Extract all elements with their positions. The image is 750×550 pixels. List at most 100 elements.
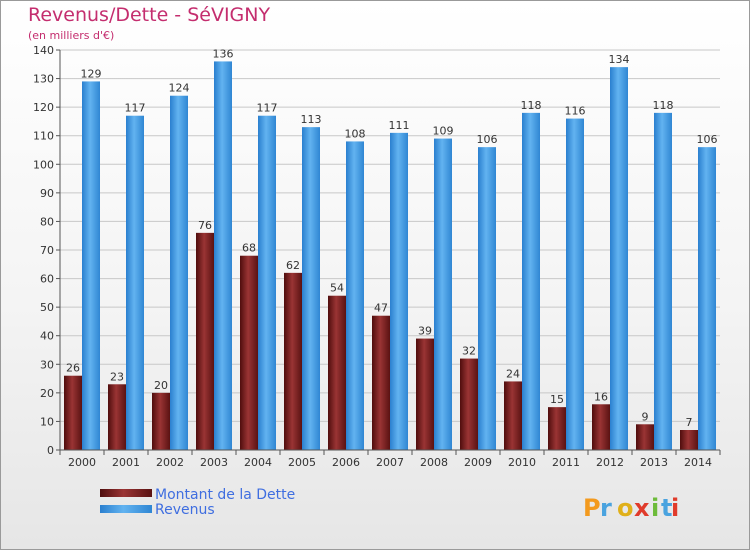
y-axis: 0 10 20 30 40 50 60 70 80 90 100 110 120 130 140 xyxy=(33,44,61,457)
x-tick-label: 2013 xyxy=(640,456,668,469)
x-tick-label: 2004 xyxy=(244,456,272,469)
data-label: 76 xyxy=(198,219,212,232)
y-tick-label: 50 xyxy=(40,301,54,314)
data-label: 106 xyxy=(697,133,718,146)
bar-revenus xyxy=(302,127,320,451)
logo-letter: o xyxy=(617,494,634,522)
data-label: 9 xyxy=(642,410,649,423)
data-label: 116 xyxy=(565,105,586,118)
bar-debt xyxy=(152,392,170,450)
x-tick-label: 2003 xyxy=(200,456,228,469)
data-label: 23 xyxy=(110,370,124,383)
bars xyxy=(64,61,716,451)
y-tick-label: 120 xyxy=(33,101,54,114)
bar-revenus xyxy=(610,67,628,451)
y-tick-label: 140 xyxy=(33,44,54,57)
bar-revenus xyxy=(390,132,408,450)
bar-revenus xyxy=(478,147,496,450)
data-label: 124 xyxy=(169,82,190,95)
data-label: 136 xyxy=(213,47,234,60)
data-label: 134 xyxy=(609,53,630,66)
x-tick-label: 2006 xyxy=(332,456,360,469)
bar-revenus xyxy=(346,141,364,450)
x-tick-label: 2014 xyxy=(684,456,712,469)
data-label: 54 xyxy=(330,282,344,295)
x-tick-label: 2012 xyxy=(596,456,624,469)
data-label: 118 xyxy=(653,99,674,112)
logo-letter: r xyxy=(600,494,612,522)
x-axis: 2000 2001 2002 2003 2004 2005 2006 2007 2008 2009… xyxy=(59,449,721,469)
y-tick-label: 130 xyxy=(33,73,54,86)
y-tick-label: 60 xyxy=(40,273,54,286)
data-label: 26 xyxy=(66,362,80,375)
data-label: 20 xyxy=(154,379,168,392)
x-tick-label: 2001 xyxy=(112,456,140,469)
bar-debt xyxy=(64,375,82,450)
bar-debt xyxy=(592,404,610,450)
bar-revenus xyxy=(258,115,276,450)
data-label: 47 xyxy=(374,302,388,315)
chart-subtitle: (en milliers d'€) xyxy=(28,29,114,42)
bar-debt xyxy=(548,407,566,450)
y-tick-label: 70 xyxy=(40,244,54,257)
x-tick-label: 2005 xyxy=(288,456,316,469)
x-tick-label: 2008 xyxy=(420,456,448,469)
y-tick-label: 110 xyxy=(33,130,54,143)
data-label: 7 xyxy=(686,416,693,429)
y-tick-label: 10 xyxy=(40,415,54,428)
data-label: 113 xyxy=(301,113,322,126)
data-label: 16 xyxy=(594,390,608,403)
data-label: 117 xyxy=(257,102,278,115)
logo-letter: i xyxy=(671,494,679,522)
bar-debt xyxy=(372,315,390,450)
data-label: 118 xyxy=(521,99,542,112)
bar-debt xyxy=(636,424,654,450)
data-label: 62 xyxy=(286,259,300,272)
x-tick-label: 2009 xyxy=(464,456,492,469)
data-label: 111 xyxy=(389,119,410,132)
logo-letter: P xyxy=(583,494,601,522)
bar-revenus xyxy=(698,147,716,450)
y-tick-label: 90 xyxy=(40,187,54,200)
bar-revenus xyxy=(566,118,584,451)
bar-debt xyxy=(240,255,258,450)
y-tick-label: 40 xyxy=(40,330,54,343)
bar-revenus xyxy=(522,112,540,450)
data-label: 106 xyxy=(477,133,498,146)
logo-letter: i xyxy=(651,494,659,522)
data-label: 109 xyxy=(433,125,454,138)
data-label: 24 xyxy=(506,367,520,380)
y-tick-label: 100 xyxy=(33,158,54,171)
data-label: 32 xyxy=(462,345,476,358)
data-label: 39 xyxy=(418,325,432,338)
bar-revenus xyxy=(214,61,232,451)
bar-revenus xyxy=(126,115,144,450)
bar-debt xyxy=(460,358,478,450)
bar-revenus xyxy=(654,112,672,450)
x-tick-label: 2000 xyxy=(68,456,96,469)
data-label: 117 xyxy=(125,102,146,115)
logo-letter: x xyxy=(634,494,650,522)
y-tick-label: 0 xyxy=(47,444,54,457)
legend-swatch-debt xyxy=(100,489,152,497)
data-label: 108 xyxy=(345,127,366,140)
bar-revenus xyxy=(82,81,100,450)
data-label: 15 xyxy=(550,393,564,406)
bar-revenus xyxy=(434,138,452,451)
x-tick-label: 2010 xyxy=(508,456,536,469)
x-tick-label: 2011 xyxy=(552,456,580,469)
bar-debt xyxy=(108,384,126,450)
bar-debt xyxy=(416,338,434,450)
data-label: 68 xyxy=(242,242,256,255)
y-tick-label: 30 xyxy=(40,358,54,371)
data-label: 129 xyxy=(81,67,102,80)
bar-debt xyxy=(196,232,214,450)
legend-swatch-revenus xyxy=(100,505,152,513)
x-tick-label: 2002 xyxy=(156,456,184,469)
bar-debt xyxy=(328,295,346,450)
legend-label-debt: Montant de la Dette xyxy=(155,487,295,503)
chart-title: Revenus/Dette - SéVIGNY xyxy=(28,4,270,26)
y-tick-label: 20 xyxy=(40,387,54,400)
